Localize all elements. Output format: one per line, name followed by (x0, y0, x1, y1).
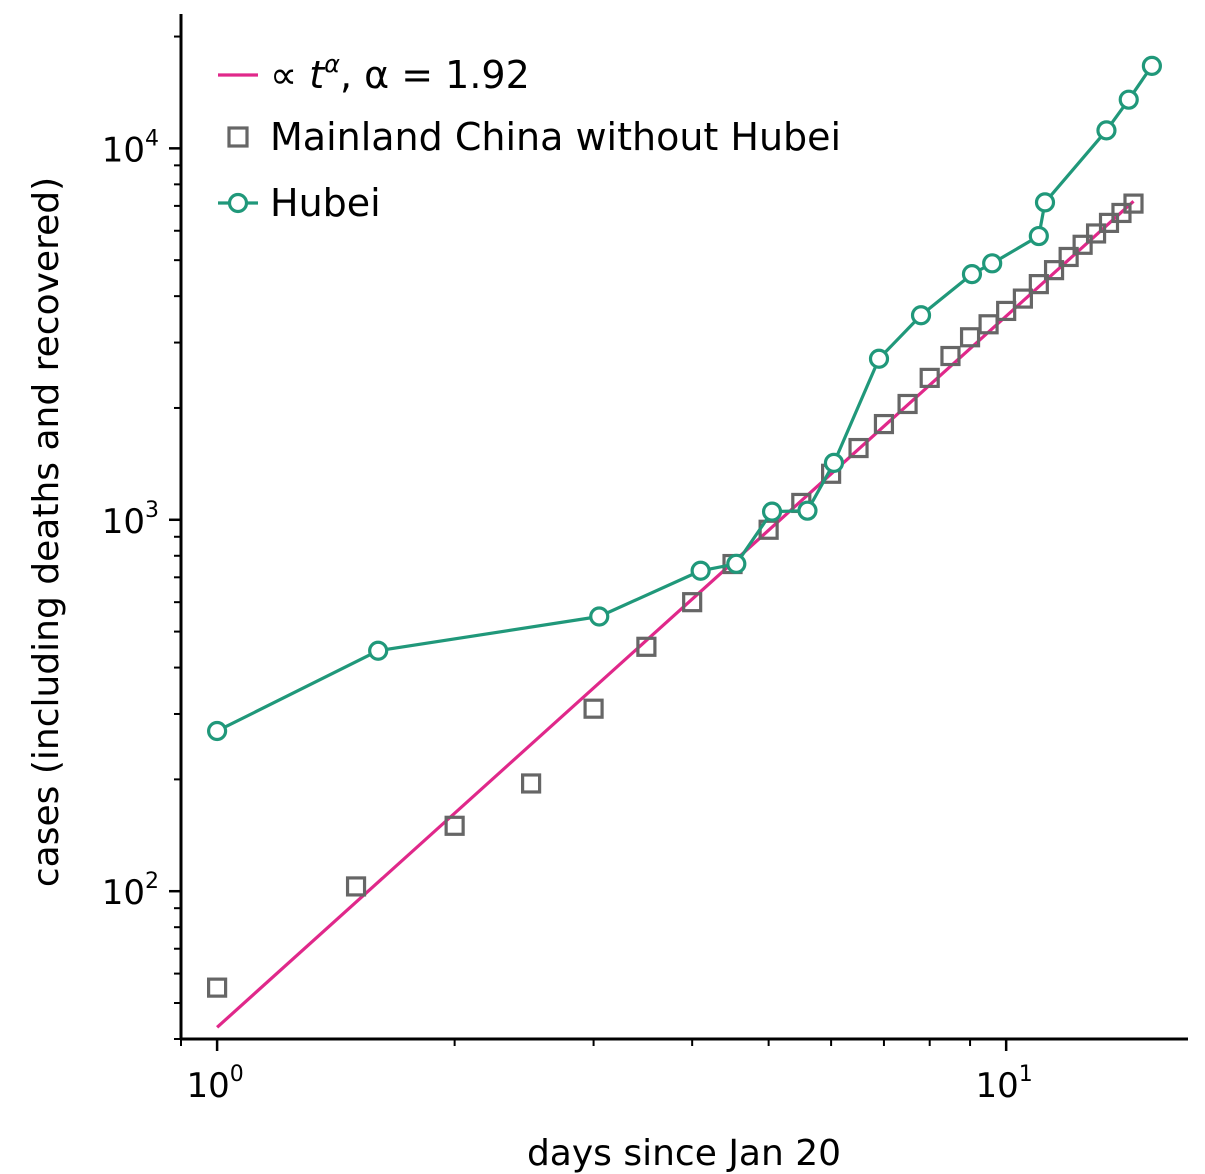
data-point-circle (982, 253, 1003, 274)
y-tick-label: 103 (102, 498, 159, 542)
data-point-square (848, 437, 869, 459)
series-2 (207, 55, 1162, 742)
data-point-square (682, 592, 703, 613)
data-point-circle (368, 640, 389, 661)
data-point-circle (1034, 192, 1056, 213)
y-axis-title: cases (including deaths and recovered) (26, 177, 67, 887)
data-point-circle (910, 305, 932, 326)
x-tick-label: 101 (976, 1062, 1033, 1106)
y-tick-label: 104 (102, 126, 159, 170)
x-tick-label: 100 (186, 1062, 243, 1106)
data-point-square (897, 393, 918, 415)
x-axis-title: days since Jan 20 (527, 1133, 841, 1174)
data-point-square (1012, 288, 1033, 309)
legend-label: Mainland China without Hubei (270, 115, 841, 159)
data-point-circle (1096, 120, 1117, 141)
data-point-circle (589, 606, 610, 627)
series-line (216, 64, 1154, 733)
legend: ∝ tα, α = 1.92 Mainland China without Hub… (218, 50, 841, 225)
data-point-circle (797, 500, 818, 521)
data-point-square (919, 367, 940, 388)
data-point-square (1043, 260, 1065, 281)
data-point-square (636, 636, 657, 657)
legend-swatch-circle (227, 192, 249, 214)
data-point-circle (207, 720, 228, 742)
legend-label: Hubei (270, 181, 381, 225)
series-1 (207, 193, 1144, 998)
y-tick-label: 102 (102, 869, 159, 913)
data-point-square (959, 327, 981, 348)
data-point-circle (761, 501, 783, 522)
data-point-circle (726, 553, 747, 574)
data-point-square (996, 300, 1017, 322)
data-point-square (940, 345, 961, 367)
data-point-square (1085, 223, 1107, 244)
data-point-circle (823, 452, 845, 473)
data-point-square (345, 876, 367, 897)
legend-item: Hubei (218, 181, 381, 225)
data-point-square (1058, 246, 1079, 268)
legend-item: Mainland China without Hubei (227, 115, 841, 159)
data-point-square (1072, 234, 1093, 255)
data-point-square (207, 977, 228, 998)
data-point-square (873, 413, 895, 435)
data-point-circle (1028, 225, 1049, 247)
data-point-square (444, 815, 465, 836)
legend-label: ∝ tα, α = 1.92 (270, 50, 530, 97)
data-point-circle (961, 264, 983, 285)
data-point-square (978, 314, 999, 335)
data-point-circle (1141, 55, 1162, 76)
data-point-square (1123, 193, 1144, 214)
data-point-square (1028, 274, 1049, 295)
legend-swatch-square (227, 126, 249, 148)
series-0 (216, 200, 1135, 1029)
data-point-square (583, 698, 604, 719)
legend-item: ∝ tα, α = 1.92 (218, 50, 530, 97)
series-line (216, 200, 1135, 1029)
data-point-circle (690, 560, 711, 581)
data-point-square (521, 773, 542, 794)
data-point-circle (1118, 89, 1139, 110)
data-point-circle (868, 348, 890, 369)
